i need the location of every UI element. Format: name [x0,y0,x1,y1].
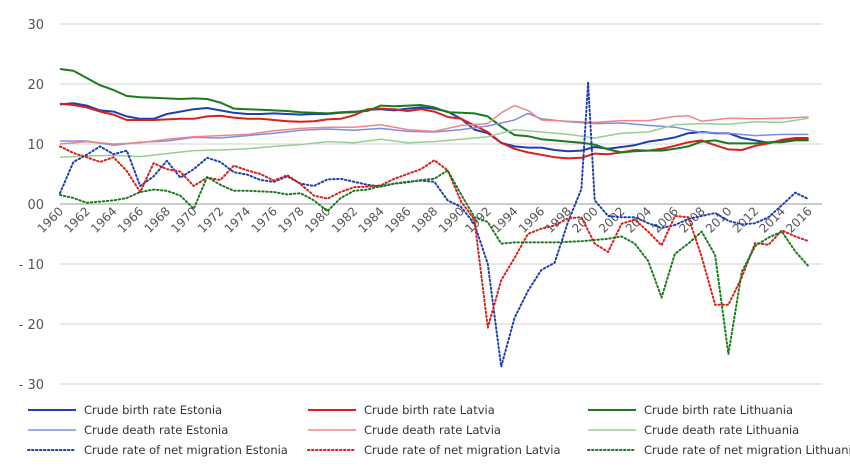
x-axis: 1960196219641966196819701972197419761978… [35,204,815,235]
legend-label: Crude rate of net migration Latvia [364,443,561,457]
x-tick-label: 2016 [783,204,814,235]
x-tick-label: 1968 [142,204,173,235]
series-line [60,112,809,146]
x-tick-label: 1964 [88,204,119,235]
series-lines [59,68,810,368]
x-tick-label: 1962 [61,204,92,235]
x-tick-label: 1986 [382,204,413,235]
x-tick-label: 2006 [650,204,681,235]
y-tick-label: 00 [27,198,44,213]
y-tick-label: - 20 [19,318,44,333]
legend-label: Crude rate of net migration Estonia [84,443,288,457]
grid-lines [60,23,822,385]
x-tick-label: 1996 [516,204,547,235]
x-tick-label: 2008 [676,204,707,235]
y-tick-label: 30 [27,18,44,33]
legend: Crude birth rate Estonia Crude birth rate… [27,403,850,457]
series-line [59,102,809,160]
series-line [59,104,809,145]
series-line [59,68,809,154]
y-tick-label: 20 [27,78,44,93]
x-tick-label: 1966 [115,204,146,235]
x-tick-label: 2010 [703,204,734,235]
legend-label: Crude death rate Estonia [84,423,228,437]
x-tick-label: 1990 [436,204,467,235]
x-tick-label: 1992 [462,204,493,235]
x-tick-label: 1970 [168,204,199,235]
x-tick-label: 1988 [409,204,440,235]
x-tick-label: 2012 [730,204,761,235]
y-tick-label: 10 [27,138,44,153]
series-line [59,169,810,355]
y-axis: 30 20 10 00 - 10 - 20 - 30 [19,18,44,393]
x-tick-label: 1976 [249,204,280,235]
legend-label: Crude death rate Lithuania [644,423,799,437]
y-tick-label: - 10 [19,258,44,273]
series-line [59,81,810,368]
x-tick-label: 2004 [623,204,654,235]
x-tick-label: 1978 [275,204,306,235]
legend-label: Crude birth rate Estonia [84,403,222,417]
x-tick-label: 1982 [329,204,360,235]
x-tick-label: 1984 [355,204,386,235]
x-tick-label: 1972 [195,204,226,235]
x-tick-label: 1974 [222,204,253,235]
y-tick-label: - 30 [19,378,44,393]
legend-label: Crude rate of net migration Lithuania [644,443,850,457]
legend-label: Crude birth rate Latvia [364,403,495,417]
legend-label: Crude birth rate Lithuania [644,403,793,417]
series-line [59,145,810,329]
series-line [59,102,809,153]
legend-label: Crude death rate Latvia [364,423,501,437]
series-line [59,117,809,158]
